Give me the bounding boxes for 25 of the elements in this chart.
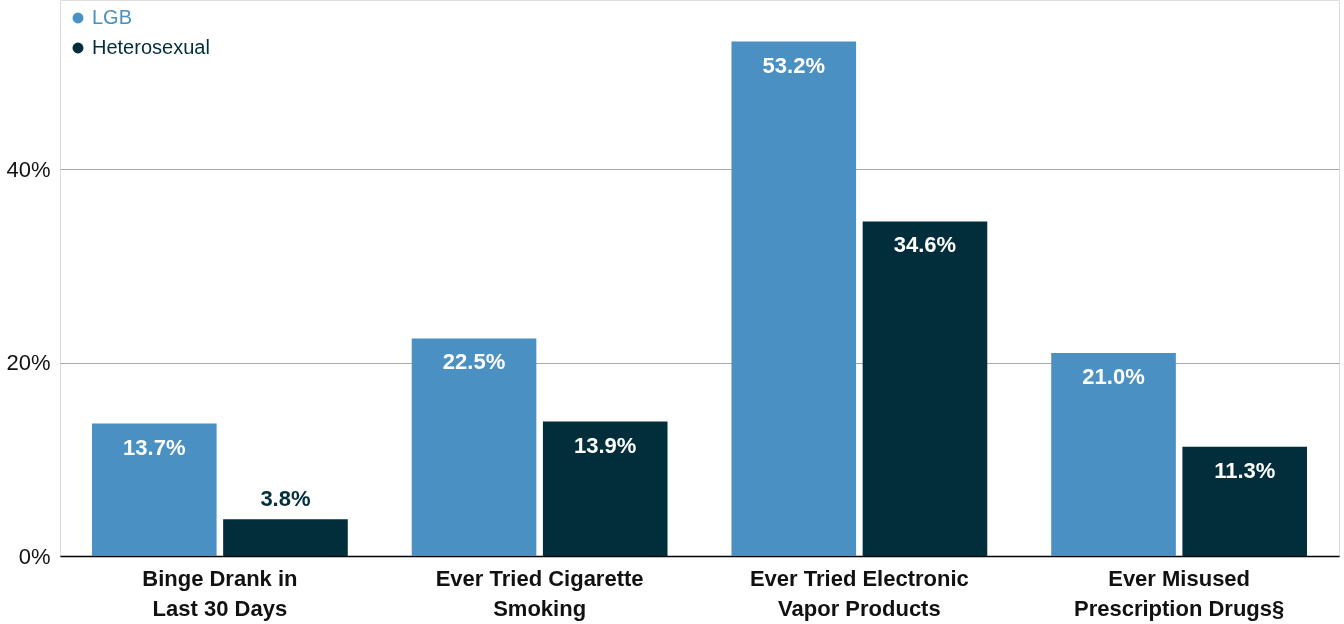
bar <box>1182 446 1308 556</box>
data-label: 53.2% <box>762 52 825 78</box>
y-tick-label: 20% <box>6 350 51 376</box>
data-label: 34.6% <box>893 232 957 258</box>
data-label: 13.9% <box>574 432 637 458</box>
data-label: 21.0% <box>1082 363 1145 389</box>
legend-label: LGB <box>92 6 133 28</box>
bar <box>862 221 988 556</box>
y-tick-label: 0% <box>18 543 51 569</box>
x-tick-label: Ever Tried Electronic Vapor Products <box>749 565 969 621</box>
data-label: 3.8% <box>260 486 311 512</box>
bar <box>542 421 668 556</box>
y-tick-label: 40% <box>6 156 51 182</box>
bar <box>411 338 537 556</box>
bar <box>223 519 348 556</box>
data-label: 11.3% <box>1214 457 1276 483</box>
bar <box>91 423 217 556</box>
legend-label: Heterosexual <box>92 36 210 58</box>
x-tick-label: Ever Misused Prescription Drugs§ <box>1073 565 1285 621</box>
x-tick-label: Ever Tried Cigarette Smoking <box>435 565 644 621</box>
bar <box>1051 352 1176 556</box>
data-label: 22.5% <box>442 349 506 375</box>
data-label: 13.7% <box>123 434 186 460</box>
bar <box>731 41 857 556</box>
x-tick-label: Binge Drank in Last 30 Days <box>142 565 298 621</box>
